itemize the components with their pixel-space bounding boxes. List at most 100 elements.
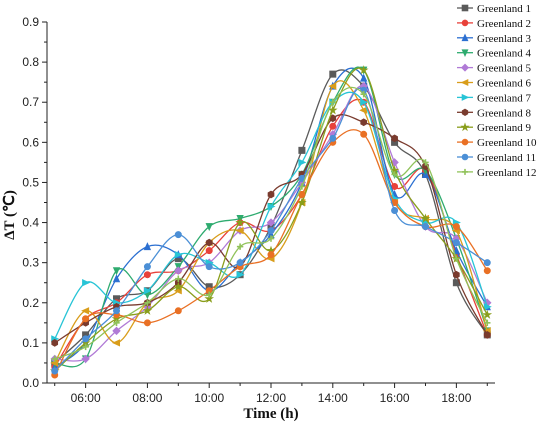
data-point	[483, 331, 491, 339]
axes: 0.0 0.1 0.2 0.3 0.4 0.5 0.6 0.7 0.8 0.9 06:00 08:00…	[22, 15, 495, 405]
y-axis-title: ΔT (℃)	[2, 190, 18, 240]
data-point	[205, 263, 213, 271]
y-tick-label: 0.8	[22, 55, 39, 69]
data-point	[143, 271, 151, 279]
data-point	[453, 270, 460, 279]
data-point	[452, 239, 460, 247]
legend-swatch-marker	[460, 63, 470, 72]
legend-item: Greenland 8	[457, 107, 532, 119]
legend-label: Greenland 11	[477, 152, 536, 164]
legend-label: Greenland 10	[477, 137, 537, 149]
data-point	[420, 213, 431, 223]
legend-label: Greenland 9	[477, 122, 532, 134]
data-point	[391, 207, 399, 215]
data-point	[174, 231, 182, 239]
data-point	[113, 307, 121, 315]
legend-item: Greenland 6	[457, 78, 532, 90]
series-line	[54, 66, 488, 368]
legend-swatch-marker	[462, 168, 468, 175]
legend-swatch-marker	[460, 79, 469, 86]
legend-swatch-marker	[461, 19, 469, 27]
data-point	[298, 158, 307, 167]
series-line	[54, 91, 488, 340]
data-point	[143, 319, 151, 327]
data-point	[143, 287, 152, 295]
legend-item: Greenland 1	[457, 3, 531, 15]
legend-swatch-marker	[460, 122, 470, 132]
data-point	[329, 70, 337, 78]
data-point	[143, 263, 151, 271]
data-point	[205, 238, 213, 247]
y-tick-label: 0.5	[22, 175, 39, 189]
legend-label: Greenland 8	[477, 107, 532, 119]
data-point	[205, 247, 213, 255]
data-point	[51, 367, 59, 375]
data-point	[112, 274, 121, 283]
data-point	[267, 190, 275, 199]
legend-item: Greenland 10	[457, 137, 537, 149]
legend-item: Greenland 11	[457, 152, 536, 164]
y-tick-label: 0.3	[22, 256, 39, 270]
data-point	[421, 223, 429, 231]
data-point	[483, 267, 491, 275]
x-tick-label: 10:00	[194, 391, 224, 405]
data-point	[298, 146, 306, 154]
data-point	[267, 202, 276, 211]
legend-item: Greenland 5	[457, 63, 532, 75]
data-point	[81, 307, 90, 315]
data-point	[144, 299, 151, 306]
data-point	[329, 134, 337, 142]
data-point	[112, 326, 121, 336]
data-point	[235, 217, 245, 227]
data-point	[360, 91, 367, 98]
data-point	[113, 319, 120, 327]
series-layer	[49, 65, 493, 379]
legend-item: Greenland 12	[457, 167, 537, 179]
data-point	[143, 242, 152, 251]
data-point	[51, 355, 58, 363]
series-11	[51, 86, 491, 375]
legend-swatch-marker	[461, 4, 469, 12]
data-point	[174, 250, 183, 259]
legend-item: Greenland 9	[457, 122, 532, 134]
data-point	[391, 171, 398, 178]
data-point	[391, 134, 398, 143]
data-point	[82, 315, 90, 323]
x-tick-label: 16:00	[380, 391, 410, 405]
series-line	[54, 69, 488, 364]
series-line	[54, 87, 488, 372]
data-point	[204, 293, 215, 303]
y-tick-label: 0.1	[22, 336, 39, 350]
legend-swatch-marker	[461, 93, 470, 101]
legend-label: Greenland 4	[477, 48, 532, 60]
data-point	[482, 309, 493, 319]
data-point	[236, 271, 245, 279]
y-tick-label: 0.0	[22, 376, 39, 390]
y-tick-label: 0.7	[22, 95, 39, 109]
x-tick-label: 12:00	[256, 391, 286, 405]
data-point	[51, 339, 59, 347]
x-tick-label: 18:00	[441, 391, 471, 405]
y-tick-label: 0.9	[22, 15, 39, 29]
data-point	[236, 243, 244, 250]
data-point	[236, 259, 244, 267]
series-line	[54, 85, 488, 362]
legend-label: Greenland 7	[477, 92, 532, 104]
data-point	[453, 255, 460, 262]
data-point	[422, 159, 429, 166]
data-point	[206, 291, 213, 298]
data-point	[267, 227, 275, 235]
data-point	[267, 251, 275, 259]
legend-swatch-marker	[461, 108, 469, 116]
legend-item: Greenland 7	[457, 92, 532, 104]
legend-swatch-marker	[461, 33, 469, 42]
data-point	[142, 305, 153, 315]
legend-label: Greenland 12	[477, 167, 537, 179]
data-point	[484, 319, 491, 327]
legend-swatch-marker	[461, 49, 469, 58]
series-line	[54, 67, 488, 368]
data-point	[452, 223, 460, 231]
data-point	[329, 99, 336, 106]
